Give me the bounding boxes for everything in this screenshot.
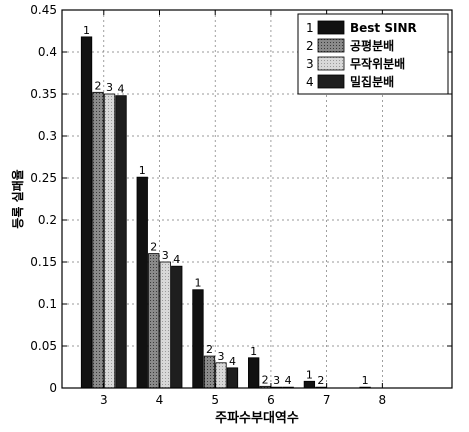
x-tick-label: 6 (267, 393, 275, 407)
legend-marker: 4 (306, 75, 314, 89)
legend-entry: 공평분배 (350, 38, 394, 53)
legend-marker: 3 (306, 57, 314, 71)
bar-2-3 (92, 91, 104, 389)
bar-label: 2 (150, 241, 157, 254)
bar-3-5 (215, 362, 227, 389)
bar-1-4 (136, 176, 148, 389)
bar-3-3 (103, 93, 116, 389)
bar-1-3 (80, 36, 93, 389)
bar-label: 3 (217, 350, 224, 363)
y-tick-label: 0.4 (38, 45, 57, 59)
bar-label: 1 (139, 164, 146, 177)
legend-entry: 밀집분배 (350, 74, 394, 89)
y-tick-label: 0.05 (30, 339, 57, 353)
legend-swatch (317, 20, 345, 35)
legend-marker: 1 (306, 21, 314, 35)
plot-frame (61, 9, 453, 389)
bar-label: 3 (162, 249, 169, 262)
bar-1-7 (303, 380, 316, 389)
legend-marker: 2 (306, 39, 314, 53)
bar-4-3 (115, 95, 127, 389)
x-tick-label: 5 (211, 393, 219, 407)
x-tick-label: 3 (100, 393, 108, 407)
legend-swatch (317, 38, 345, 53)
bar-2-5 (203, 355, 216, 389)
bar-label: 1 (250, 345, 257, 358)
bar-label: 4 (118, 83, 125, 96)
bar-label: 2 (206, 343, 213, 356)
legend-swatch (317, 74, 345, 89)
x-tick-label: 8 (379, 393, 387, 407)
legend-entry: Best SINR (350, 21, 417, 35)
y-tick-label: 0.1 (38, 297, 57, 311)
bar-3-4 (159, 261, 171, 389)
bar-label: 2 (317, 374, 324, 387)
legend-swatch (317, 56, 345, 71)
y-tick-label: 0 (49, 381, 57, 395)
legend-entry: 무작위분배 (350, 56, 405, 71)
bar-label: 4 (173, 253, 180, 266)
bars (80, 36, 371, 389)
bar-label: 1 (194, 277, 201, 290)
y-tick-label: 0.25 (30, 171, 57, 185)
x-tick-label: 7 (323, 393, 331, 407)
bar-label: 3 (106, 81, 113, 94)
bar-label: 2 (262, 373, 269, 386)
bar-1-5 (192, 289, 204, 389)
bar-label: 1 (306, 368, 313, 381)
bar-2-4 (148, 253, 160, 389)
bar-label: 1 (362, 374, 369, 387)
bar-4-5 (226, 367, 239, 389)
y-tick-label: 0.3 (38, 129, 57, 143)
x-axis-label: 주파수부대역수 (215, 410, 299, 426)
legend: 1 Best SINR 2 공평분배 3 무작위분배 4 밀집분배 (297, 13, 449, 95)
y-axis-label: 등록 실패율 (10, 169, 25, 228)
bar-label: 3 (273, 374, 280, 387)
x-tick-label: 4 (156, 393, 164, 407)
y-tick-label: 0.2 (38, 213, 57, 227)
y-tick-label: 0.15 (30, 255, 57, 269)
bar-4-4 (171, 265, 183, 389)
grid-lines (62, 10, 452, 388)
axes: 00.050.10.150.20.250.30.350.40.453 4 5 6 7 8 (30, 3, 452, 407)
bar-1-6 (248, 357, 260, 389)
bar-label: 4 (229, 355, 236, 368)
bar-label: 1 (83, 24, 90, 37)
y-tick-label: 0.45 (30, 3, 57, 17)
bar-label: 2 (95, 79, 102, 92)
bar-label: 4 (285, 374, 292, 387)
y-tick-label: 0.35 (30, 87, 57, 101)
